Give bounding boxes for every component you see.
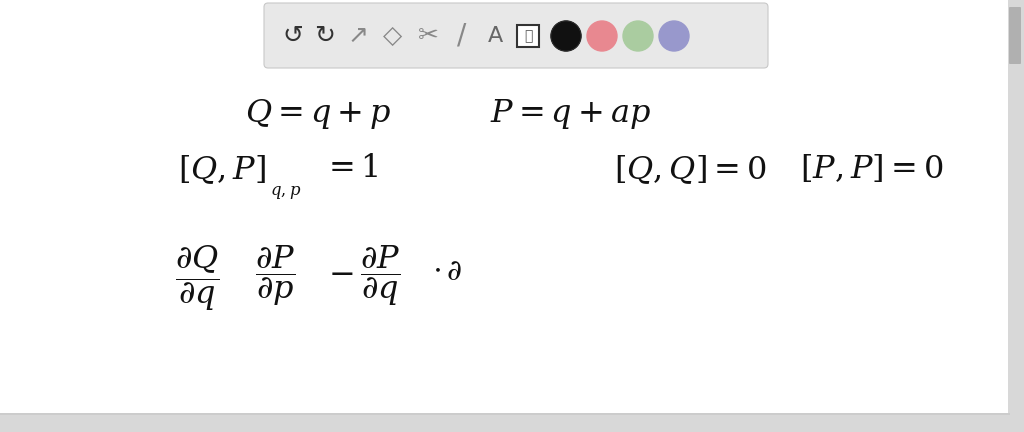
Circle shape <box>659 21 689 51</box>
Text: A: A <box>487 26 503 46</box>
Text: $Q = q+p$: $Q = q+p$ <box>245 97 391 131</box>
Circle shape <box>551 21 581 51</box>
Text: ✂: ✂ <box>418 24 438 48</box>
Bar <box>0 413 1010 415</box>
Text: $[P,P]=0$: $[P,P]=0$ <box>800 153 943 185</box>
Text: $\dfrac{\partial Q}{\partial q}$: $\dfrac{\partial Q}{\partial q}$ <box>175 243 220 313</box>
Text: $\dfrac{\partial P}{\partial p}$: $\dfrac{\partial P}{\partial p}$ <box>255 243 296 308</box>
Circle shape <box>623 21 653 51</box>
FancyBboxPatch shape <box>517 25 539 47</box>
FancyBboxPatch shape <box>264 3 768 68</box>
FancyBboxPatch shape <box>1009 7 1021 64</box>
Circle shape <box>587 21 617 51</box>
Text: ↻: ↻ <box>314 24 336 48</box>
Text: $-$: $-$ <box>328 258 353 289</box>
Text: ⊡: ⊡ <box>522 26 539 45</box>
Text: ↺: ↺ <box>283 24 303 48</box>
Text: $[Q,P]$: $[Q,P]$ <box>178 153 266 186</box>
Text: $\dfrac{\partial P}{\partial q}$: $\dfrac{\partial P}{\partial q}$ <box>360 243 400 308</box>
Text: ◇: ◇ <box>383 24 402 48</box>
Text: ↗: ↗ <box>347 24 369 48</box>
Text: $\cdot\,\partial$: $\cdot\,\partial$ <box>432 258 462 286</box>
Text: 🏔: 🏔 <box>524 29 532 43</box>
Text: $_{q,p}$: $_{q,p}$ <box>270 178 301 202</box>
Bar <box>1008 0 1024 432</box>
Text: $P= q+ap$: $P= q+ap$ <box>490 97 651 131</box>
Text: /: / <box>458 22 467 50</box>
Text: $=1$: $=1$ <box>322 153 379 184</box>
Text: $[Q,Q]=0$: $[Q,Q]=0$ <box>614 153 767 186</box>
Bar <box>0 415 1010 432</box>
